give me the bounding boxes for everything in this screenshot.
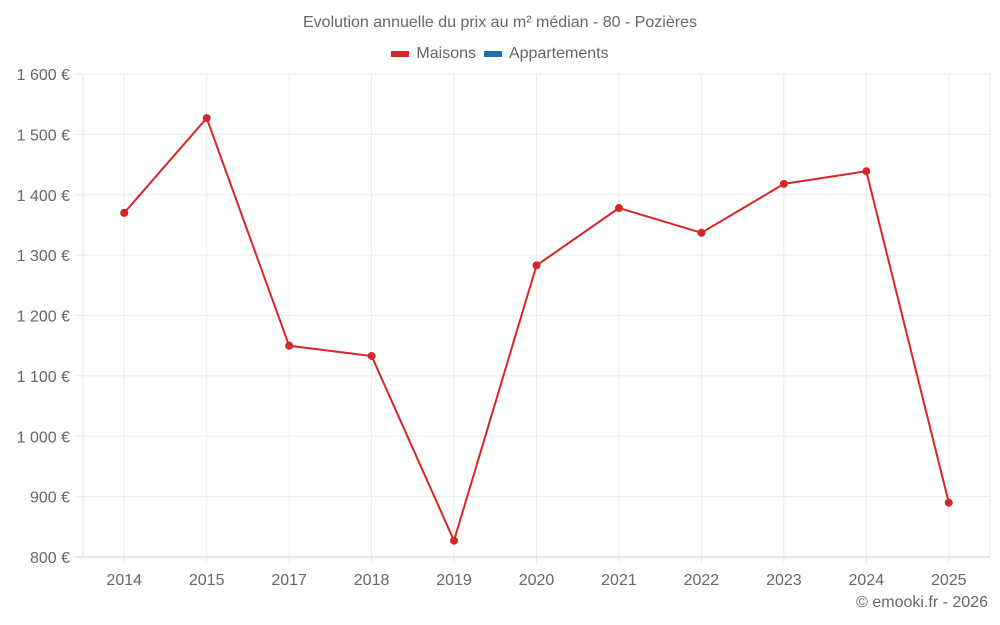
data-point[interactable] [285,341,294,350]
x-tick-label: 2025 [931,572,967,589]
data-point[interactable] [614,204,623,213]
data-point[interactable] [202,114,211,123]
y-tick-label: 900 € [30,490,70,507]
x-tick-label: 2023 [766,572,802,589]
data-point[interactable] [944,498,953,507]
y-tick-label: 1 500 € [17,127,70,144]
y-tick-label: 1 200 € [17,309,70,326]
legend-swatch-appartements [483,51,502,57]
legend-label-appartements: Appartements [508,45,609,62]
legend-label-maisons: Maisons [416,45,476,62]
series-maisons [120,114,953,545]
x-tick-label: 2020 [519,572,555,589]
data-point[interactable] [697,228,706,237]
legend-item-appartements[interactable]: Appartements [483,45,609,63]
x-tick-label: 2015 [189,572,225,589]
x-tick-label: 2024 [849,572,885,589]
x-tick-label: 2019 [436,572,472,589]
x-tick-label: 2022 [684,572,720,589]
data-point[interactable] [367,351,376,360]
legend-item-maisons[interactable]: Maisons [391,45,476,63]
x-axis: 2014 2015 2017 2018 2019 2020 2021 2022 2023 2024… [106,572,966,589]
copyright-credit: © emooki.fr - 2026 [856,594,988,611]
y-tick-label: 800 € [30,550,70,567]
legend-swatch-maisons [391,51,410,57]
grid-lines [75,73,991,563]
x-tick-label: 2014 [106,572,142,589]
y-axis: 800 € 900 € 1 000 € 1 100 € 1 200 € 1 300 € 1 … [17,67,70,567]
data-point[interactable] [779,179,788,188]
chart-legend: Maisons Appartements [0,45,1000,63]
y-tick-label: 1 400 € [17,188,70,205]
data-point[interactable] [862,167,871,176]
x-tick-label: 2021 [601,572,637,589]
y-tick-label: 1 300 € [17,248,70,265]
x-tick-label: 2017 [271,572,307,589]
data-point[interactable] [450,536,459,545]
data-point[interactable] [532,261,541,270]
data-point[interactable] [120,208,129,217]
y-tick-label: 1 000 € [17,429,70,446]
x-tick-label: 2018 [354,572,390,589]
chart-title: Evolution annuelle du prix au m² médian … [303,14,697,31]
y-tick-label: 1 100 € [17,369,70,386]
y-tick-label: 1 600 € [17,67,70,84]
